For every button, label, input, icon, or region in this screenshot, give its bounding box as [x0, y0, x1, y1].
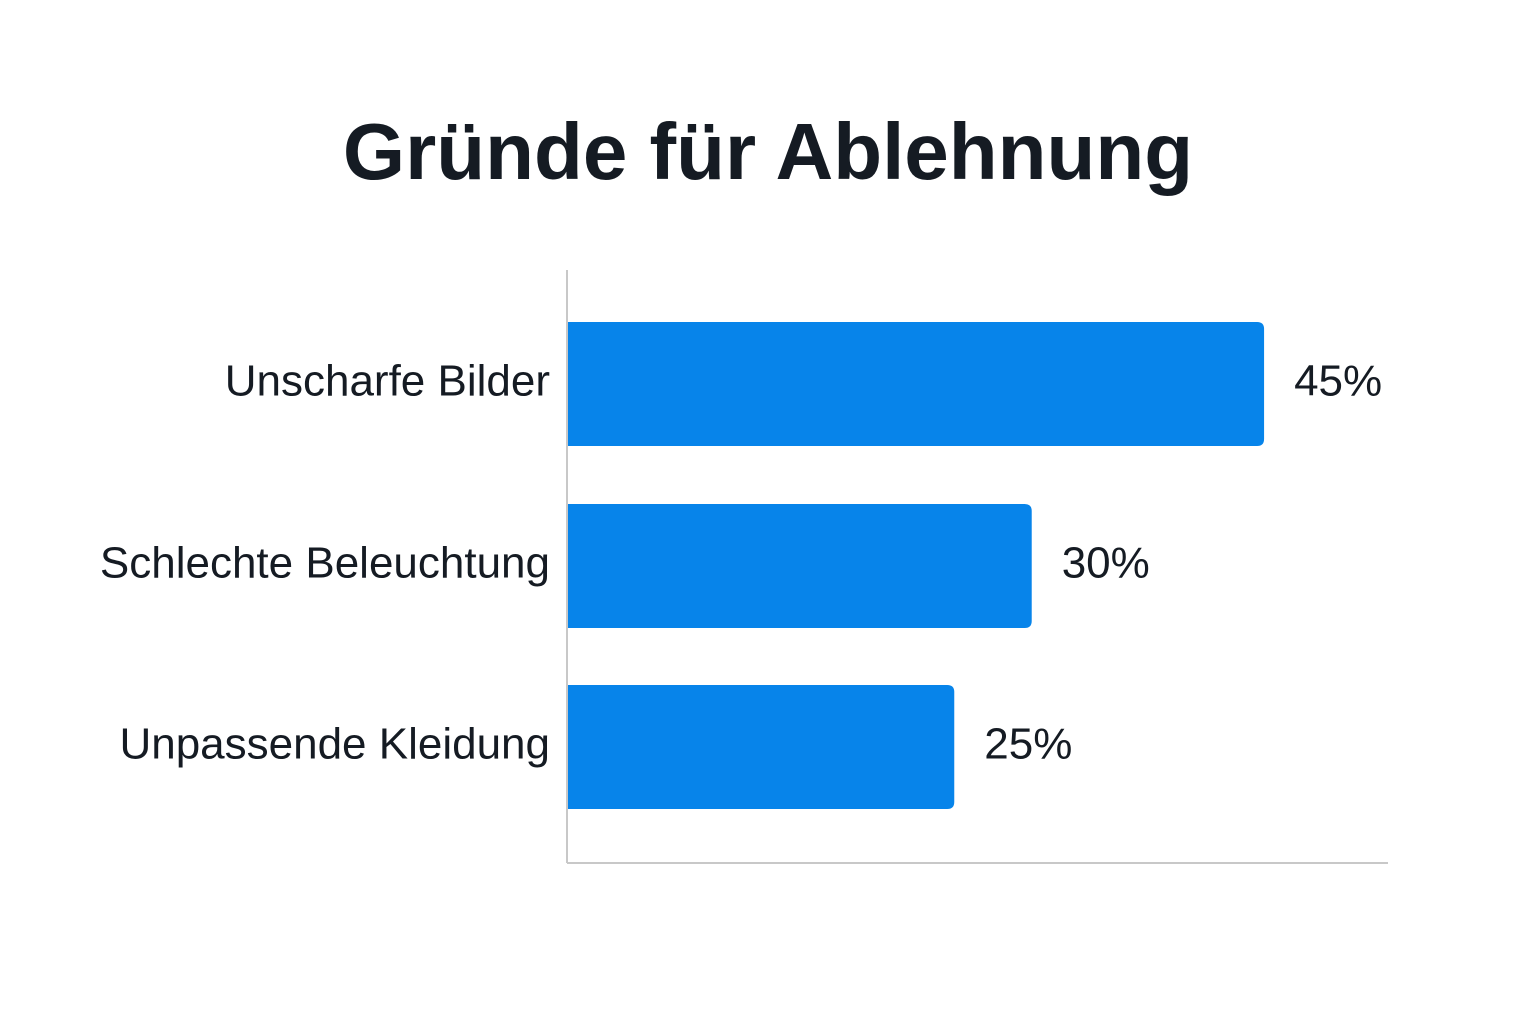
- labels-layer: Unscharfe Bilder 45% Schlechte Beleuchtung…: [100, 357, 1382, 769]
- chart-title: Gründe für Ablehnung: [342, 107, 1194, 196]
- category-label-3: Unpassende Kleidung: [119, 720, 550, 769]
- bar-1: [567, 322, 1265, 446]
- value-label-2: 30%: [1062, 539, 1150, 588]
- bar-3: [567, 685, 955, 809]
- value-label-3: 25%: [984, 720, 1072, 769]
- category-label-1: Unscharfe Bilder: [225, 357, 550, 406]
- bars-layer: [567, 322, 1265, 809]
- category-label-2: Schlechte Beleuchtung: [100, 539, 550, 588]
- value-label-1: 45%: [1294, 357, 1382, 406]
- bar-2: [567, 504, 1032, 628]
